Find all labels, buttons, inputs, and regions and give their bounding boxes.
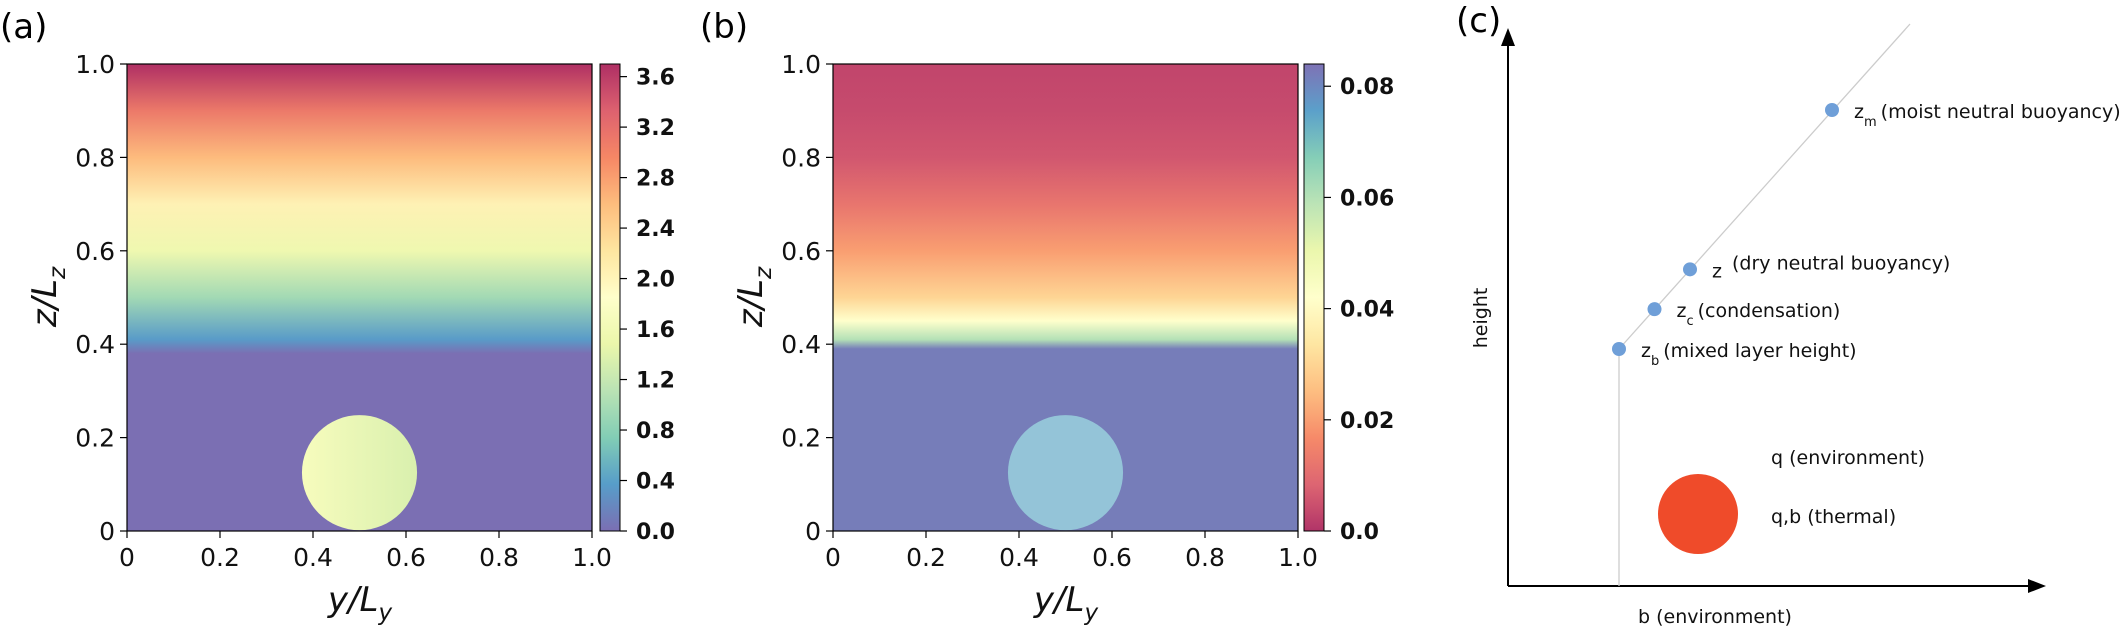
panel-a-y-ticks: 0 0.2 0.4 0.6 0.8 1.0 [75,50,127,546]
x-tick-label: 0.8 [479,543,519,572]
x-tick-label: 0.4 [293,543,333,572]
panel-a-thermal-circle [301,415,418,531]
colorbar-tick-label: 0.4 [636,470,675,495]
y-tick-label: 0.8 [75,143,115,172]
profile-point-label: z (dry neutral buoyancy) [1712,252,1950,282]
colorbar-tick-label: 0.08 [1340,75,1394,100]
panel-b-colorbar-ticks: 0.0 0.02 0.04 0.06 0.08 [1324,75,1394,545]
panel-b-frame [832,63,1299,532]
panel-a-colorbar [599,63,621,532]
colorbar-tick-label: 0.04 [1340,298,1394,323]
y-tick-label: 0.2 [781,424,821,453]
y-tick-label: 0 [99,517,115,546]
colorbar-tick-label: 2.0 [636,268,675,293]
panel-c-letter: (c) [1456,1,1501,41]
panel-a-letter: (a) [0,7,47,47]
panel-a-y-axis-title: z/Lz [25,266,71,328]
panel-b-y-axis-title: z/Lz [731,266,777,328]
colorbar-tick-label: 3.2 [636,116,675,141]
x-tick-label: 1.0 [572,543,612,572]
panel-b-x-axis-title: y/Ly [1033,580,1099,626]
y-tick-label: 0.4 [75,330,115,359]
colorbar-tick-label: 3.6 [636,66,675,91]
x-tick-label: 0 [825,543,841,572]
colorbar-tick-label: 1.6 [636,318,675,343]
arrow-up-icon [1501,28,1515,46]
y-tick-label: 1.0 [75,50,115,79]
panel-a: (a) 0 0.2 0.4 0.6 0.8 1.0 0 0.2 0.4 0.6 0.8 1.0 y/… [0,7,675,626]
panel-b-letter: (b) [700,7,748,47]
y-tick-label: 0.6 [781,237,821,266]
panel-b-thermal-circle [1007,415,1124,531]
x-tick-label: 0 [119,543,135,572]
colorbar-tick-label: 0.8 [636,419,675,444]
profile-point [1825,103,1839,117]
panel-a-frame [126,63,593,532]
x-tick-label: 0.6 [1092,543,1132,572]
x-tick-label: 0.2 [200,543,240,572]
y-tick-label: 1.0 [781,50,821,79]
y-tick-label: 0.4 [781,330,821,359]
colorbar-tick-label: 0.0 [636,520,675,545]
panel-a-x-axis-title: y/Ly [327,580,393,626]
y-tick-label: 0 [805,517,821,546]
panel-a-x-ticks: 0 0.2 0.4 0.6 0.8 1.0 [119,531,612,572]
profile-point [1647,302,1662,317]
panel-c-points: zb (mixed layer height) zc (condensation) z … [1612,101,2121,369]
x-tick-label: 0.4 [999,543,1039,572]
profile-point [1683,262,1697,277]
panel-c-y-axis-label: height [1470,288,1492,349]
profile-point-label: zm (moist neutral buoyancy) [1854,101,2121,130]
panel-c-x-axis-label: b (environment) [1638,606,1792,628]
y-tick-label: 0.2 [75,424,115,453]
x-tick-label: 0.6 [386,543,426,572]
x-tick-label: 0.8 [1185,543,1225,572]
profile-point-label: zc (condensation) [1677,300,1841,329]
x-tick-label: 1.0 [1278,543,1318,572]
panel-b-colorbar [1303,63,1325,532]
panel-c-diagonal-profile [1618,23,1911,350]
colorbar-tick-label: 1.2 [636,369,675,394]
colorbar-tick-label: 2.4 [636,217,675,242]
profile-point-label: zb (mixed layer height) [1641,340,1857,369]
panel-c-thermal-circle [1658,474,1738,554]
y-tick-label: 0.8 [781,143,821,172]
panel-b-x-ticks: 0 0.2 0.4 0.6 0.8 1.0 [825,531,1318,572]
panel-c-environment-label: q (environment) [1771,447,1925,469]
panel-c: (c) height b (environment) zb (mixed laye… [1456,1,2121,628]
colorbar-tick-label: 2.8 [636,167,675,192]
colorbar-tick-label: 0.02 [1340,409,1394,434]
x-tick-label: 0.2 [906,543,946,572]
y-tick-label: 0.6 [75,237,115,266]
panel-b-y-ticks: 0 0.2 0.4 0.6 0.8 1.0 [781,50,833,546]
profile-point [1612,342,1626,356]
panel-a-colorbar-ticks: 0.0 0.4 0.8 1.2 1.6 2.0 2.4 2.8 3.2 3.6 [620,66,675,545]
panel-c-thermal-label: q,b (thermal) [1771,506,1896,528]
arrow-right-icon [2028,579,2046,593]
colorbar-tick-label: 0.0 [1340,520,1379,545]
colorbar-tick-label: 0.06 [1340,186,1394,211]
panel-b: (b) 0 0.2 0.4 0.6 0.8 1.0 0 0.2 0.4 0.6 0.8 1.0 y/… [700,7,1394,626]
